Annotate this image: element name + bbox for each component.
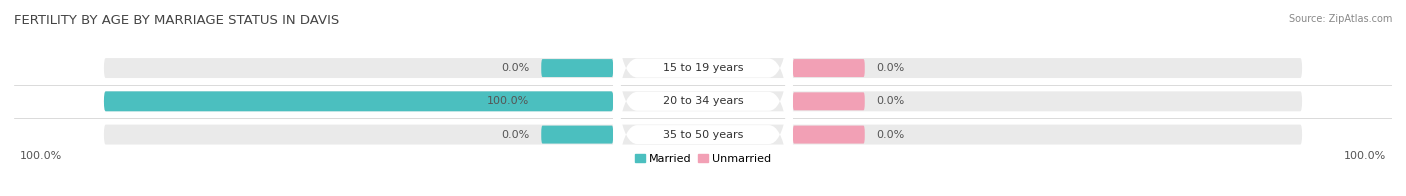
Text: 35 to 50 years: 35 to 50 years xyxy=(662,130,744,140)
Text: FERTILITY BY AGE BY MARRIAGE STATUS IN DAVIS: FERTILITY BY AGE BY MARRIAGE STATUS IN D… xyxy=(14,14,339,27)
Text: 0.0%: 0.0% xyxy=(501,63,529,73)
FancyBboxPatch shape xyxy=(104,91,1302,111)
FancyBboxPatch shape xyxy=(541,92,613,110)
FancyBboxPatch shape xyxy=(793,92,865,110)
FancyBboxPatch shape xyxy=(541,59,613,77)
Text: 15 to 19 years: 15 to 19 years xyxy=(662,63,744,73)
Text: Source: ZipAtlas.com: Source: ZipAtlas.com xyxy=(1288,14,1392,24)
FancyBboxPatch shape xyxy=(793,59,865,77)
Text: 0.0%: 0.0% xyxy=(501,130,529,140)
FancyBboxPatch shape xyxy=(613,0,793,196)
Text: 0.0%: 0.0% xyxy=(877,130,905,140)
Text: 0.0%: 0.0% xyxy=(877,63,905,73)
Text: 100.0%: 100.0% xyxy=(486,96,529,106)
Text: 0.0%: 0.0% xyxy=(877,96,905,106)
FancyBboxPatch shape xyxy=(541,126,613,143)
FancyBboxPatch shape xyxy=(104,91,613,111)
FancyBboxPatch shape xyxy=(793,126,865,143)
FancyBboxPatch shape xyxy=(104,125,1302,145)
FancyBboxPatch shape xyxy=(613,0,793,192)
FancyBboxPatch shape xyxy=(613,11,793,196)
Legend: Married, Unmarried: Married, Unmarried xyxy=(636,154,770,164)
Text: 100.0%: 100.0% xyxy=(20,151,62,161)
Text: 20 to 34 years: 20 to 34 years xyxy=(662,96,744,106)
Text: 100.0%: 100.0% xyxy=(1344,151,1386,161)
FancyBboxPatch shape xyxy=(104,58,1302,78)
